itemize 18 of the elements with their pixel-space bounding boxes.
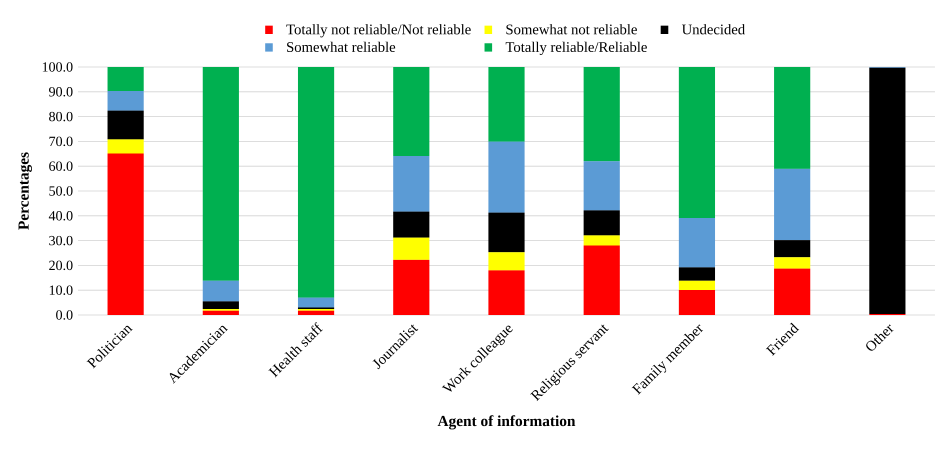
y-tick-label: 40.0 <box>48 211 73 221</box>
y-tick-label: 10.0 <box>50 285 73 295</box>
y-tick-label: 0.0 <box>56 310 73 320</box>
legend-label: Somewhat not reliable <box>506 24 637 34</box>
y-axis-title: Percentages <box>18 152 32 230</box>
y-tick-label: 60.0 <box>49 161 73 171</box>
legend-label: Somewhat reliable <box>287 42 396 52</box>
y-tick-label: 30.0 <box>49 236 73 246</box>
y-tick-label: 80.0 <box>49 112 73 122</box>
y-tick-label: 20.0 <box>49 260 73 270</box>
y-tick-label: 70.0 <box>50 136 73 146</box>
legend-label: Totally reliable/Reliable <box>506 42 647 56</box>
legend-label: Totally not reliable/Not reliable <box>286 24 471 38</box>
y-tick-label: 50.0 <box>49 186 73 196</box>
x-axis-title: Agent of information <box>438 415 576 430</box>
legend-label: Undecided <box>682 24 745 34</box>
y-tick-label: 90.0 <box>49 87 73 97</box>
y-tick-label: 100.0 <box>42 62 73 72</box>
